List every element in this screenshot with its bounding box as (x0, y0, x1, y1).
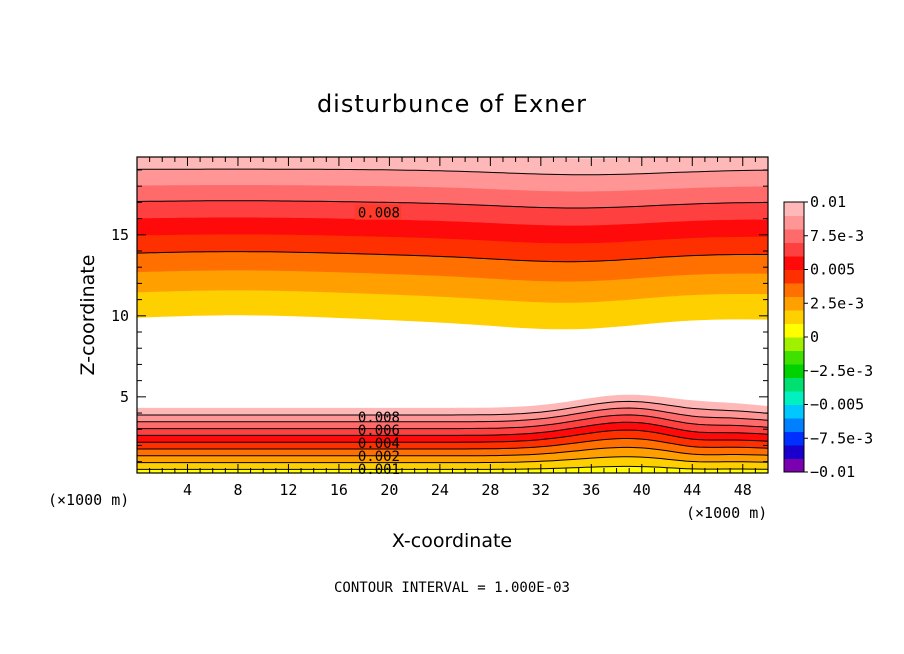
x-unit-left: (×1000 m) (48, 491, 129, 509)
colorbar-swatch (784, 431, 804, 446)
x-tick-label: 48 (734, 481, 752, 499)
colorbar-swatch (784, 364, 804, 378)
lower-contour-line (137, 446, 768, 457)
colorbar-tick-label: 7.5e-3 (810, 227, 864, 245)
x-tick-label: 32 (532, 481, 550, 499)
contour-label: 0.006 (358, 423, 400, 439)
y-tick-label: 15 (111, 226, 129, 244)
upper-contour-line (137, 251, 768, 263)
colorbar-tick-label: −7.5e-3 (810, 429, 873, 447)
contour-line-layer (137, 168, 768, 470)
colorbar-swatch (784, 391, 804, 405)
x-axis: 4 8 12 16 20 24 28 32 36 40 44 48 (149, 157, 756, 499)
colorbar-tick-label: 0 (810, 328, 819, 346)
upper-contour-line (137, 200, 768, 209)
lower-contour-line (137, 438, 768, 450)
contour-interval-note: CONTOUR INTERVAL = 1.000E-03 (334, 580, 570, 596)
y-tick-label: 5 (120, 388, 129, 406)
contour-label: 0.008 (358, 206, 400, 222)
lower-contour-line (137, 421, 768, 436)
x-unit-right: (×1000 m) (686, 504, 767, 522)
x-tick-label: 4 (183, 481, 192, 499)
chart-title: disturbunce of Exner (317, 90, 587, 118)
x-tick-label: 36 (582, 481, 600, 499)
contour-label: 0.008 (358, 410, 400, 426)
y-axis-label: Z-coordinate (77, 255, 99, 376)
colorbar-swatch (784, 337, 804, 351)
colorbar: 0.01 7.5e-3 0.005 2.5e-3 0 −2.5e-3 −0.005 −7.5e… (783, 193, 873, 481)
contour-label-backdrop (354, 204, 402, 220)
colorbar-swatch (784, 377, 804, 392)
lower-contour-line (137, 400, 768, 416)
x-tick-label: 16 (330, 481, 348, 499)
colorbar-tick-label: −0.005 (810, 396, 864, 414)
colorbar-tick-label: 0.005 (810, 261, 855, 279)
colorbar-swatch (784, 256, 804, 270)
colorbar-swatch (784, 269, 804, 284)
colorbar-swatch (784, 445, 804, 459)
colorbar-tick-label: −2.5e-3 (810, 362, 873, 380)
colorbar-tick-label: −0.01 (810, 463, 855, 481)
colorbar-swatch (784, 242, 804, 257)
colorbar-swatch (784, 350, 804, 365)
x-tick-label: 12 (279, 481, 297, 499)
x-axis-label: X-coordinate (392, 530, 512, 552)
y-tick-label: 10 (111, 307, 129, 325)
x-tick-label: 8 (233, 481, 242, 499)
colorbar-swatch (784, 458, 804, 473)
colorbar-swatch (784, 296, 804, 311)
colorbar-swatch (784, 418, 804, 432)
colorbar-tick-label: 2.5e-3 (810, 294, 864, 312)
upper-contour-line (137, 168, 768, 176)
lower-contour-line (137, 414, 768, 430)
colorbar-swatch (784, 229, 804, 243)
y-axis: 5 10 15 (111, 169, 768, 463)
contour-label: 0.004 (358, 436, 400, 452)
lower-contour-line (137, 429, 768, 443)
colorbar-swatch (784, 323, 804, 338)
colorbar-swatch (784, 310, 804, 324)
colorbar-swatch (784, 202, 804, 216)
x-tick-label: 20 (380, 481, 398, 499)
x-tick-label: 24 (431, 481, 449, 499)
x-tick-label: 44 (683, 481, 701, 499)
x-tick-label: 40 (633, 481, 651, 499)
lower-contour-line (137, 456, 768, 464)
lower-contour-line (137, 407, 768, 423)
x-tick-label: 28 (481, 481, 499, 499)
colorbar-swatch (784, 283, 804, 297)
contour-label: 0.002 (358, 449, 400, 465)
colorbar-tick-label: 0.01 (810, 193, 846, 211)
colorbar-swatch (784, 404, 804, 419)
colorbar-swatch (784, 215, 804, 230)
